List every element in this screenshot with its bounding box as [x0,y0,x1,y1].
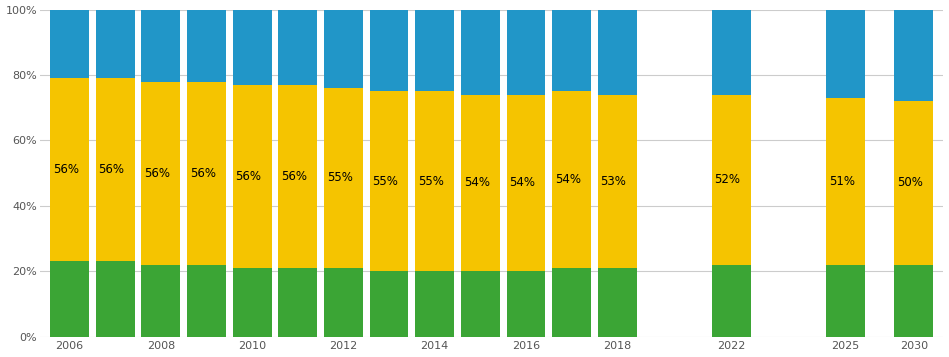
Bar [507,10,546,95]
Bar [712,265,751,337]
Text: 54%: 54% [510,176,535,189]
Bar [826,10,865,98]
Bar [598,10,637,95]
Bar [96,78,135,261]
Bar [324,88,363,268]
Bar [712,95,751,265]
Bar [416,10,454,91]
Bar [826,265,865,337]
Bar [370,10,408,91]
Bar [187,10,226,81]
Bar [712,10,751,95]
Bar [461,271,500,337]
Text: 54%: 54% [464,176,490,189]
Bar [141,10,180,81]
Bar [187,265,226,337]
Bar [894,101,933,265]
Bar [461,10,500,95]
Bar [324,10,363,88]
Bar [552,268,591,337]
Text: 56%: 56% [144,167,170,180]
Bar [141,81,180,265]
Bar [894,265,933,337]
Bar [598,95,637,268]
Bar [278,85,317,268]
Bar [233,85,271,268]
Bar [507,271,546,337]
Bar [552,91,591,268]
Text: 56%: 56% [235,170,262,183]
Bar [416,91,454,271]
Bar [278,268,317,337]
Bar [416,271,454,337]
Bar [370,271,408,337]
Bar [50,78,89,261]
Bar [50,10,89,78]
Bar [187,81,226,265]
Bar [507,95,546,271]
Text: 55%: 55% [326,171,353,185]
Text: 51%: 51% [828,175,855,188]
Bar [141,265,180,337]
Bar [461,95,500,271]
Text: 55%: 55% [418,175,444,188]
Bar [324,268,363,337]
Text: 55%: 55% [372,175,399,188]
Text: 56%: 56% [53,163,79,176]
Bar [233,10,271,85]
Bar [598,268,637,337]
Bar [370,91,408,271]
Text: 56%: 56% [281,170,307,183]
Text: 53%: 53% [601,175,626,188]
Bar [826,98,865,265]
Bar [552,10,591,91]
Bar [96,10,135,78]
Text: 54%: 54% [555,173,581,186]
Bar [894,10,933,101]
Bar [50,261,89,337]
Bar [278,10,317,85]
Bar [96,261,135,337]
Bar [233,268,271,337]
Text: 56%: 56% [190,167,215,180]
Text: 50%: 50% [897,176,923,189]
Text: 56%: 56% [99,163,124,176]
Text: 52%: 52% [715,173,740,186]
